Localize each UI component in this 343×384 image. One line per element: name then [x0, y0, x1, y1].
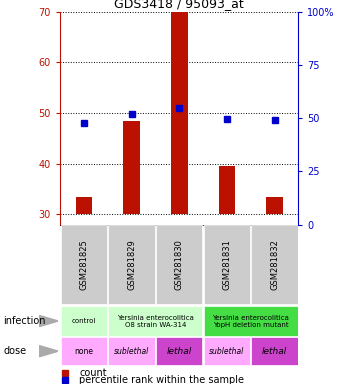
Bar — [61, 338, 107, 365]
Text: none: none — [74, 347, 93, 356]
Text: dose: dose — [3, 346, 26, 356]
Polygon shape — [39, 346, 58, 357]
Bar — [108, 306, 202, 336]
Text: sublethal: sublethal — [209, 347, 245, 356]
Bar — [123, 121, 140, 215]
Text: GSM281831: GSM281831 — [222, 240, 232, 290]
Bar — [156, 338, 202, 365]
Bar — [108, 225, 155, 305]
Title: GDS3418 / 95093_at: GDS3418 / 95093_at — [114, 0, 244, 10]
Bar — [108, 338, 155, 365]
Text: GSM281829: GSM281829 — [127, 240, 136, 290]
Text: infection: infection — [3, 316, 46, 326]
Bar — [204, 225, 250, 305]
Bar — [251, 225, 298, 305]
Text: Yersinia enterocolitica
O8 strain WA-314: Yersinia enterocolitica O8 strain WA-314 — [117, 314, 194, 328]
Polygon shape — [39, 316, 58, 326]
Text: lethal: lethal — [167, 347, 192, 356]
Bar — [266, 197, 283, 215]
Text: control: control — [72, 318, 96, 324]
Text: GSM281832: GSM281832 — [270, 240, 279, 290]
Text: sublethal: sublethal — [114, 347, 149, 356]
Bar — [171, 12, 188, 215]
Text: percentile rank within the sample: percentile rank within the sample — [79, 375, 244, 384]
Bar — [251, 338, 298, 365]
Bar — [75, 197, 92, 215]
Bar — [218, 166, 235, 215]
Bar — [156, 225, 202, 305]
Bar — [204, 338, 250, 365]
Text: GSM281830: GSM281830 — [175, 240, 184, 290]
Text: Yersinia enterocolitica
YopH deletion mutant: Yersinia enterocolitica YopH deletion mu… — [212, 314, 289, 328]
Text: GSM281825: GSM281825 — [79, 240, 88, 290]
Text: count: count — [79, 369, 107, 379]
Text: lethal: lethal — [262, 347, 287, 356]
Bar — [61, 225, 107, 305]
Bar — [61, 306, 107, 336]
Bar — [204, 306, 298, 336]
